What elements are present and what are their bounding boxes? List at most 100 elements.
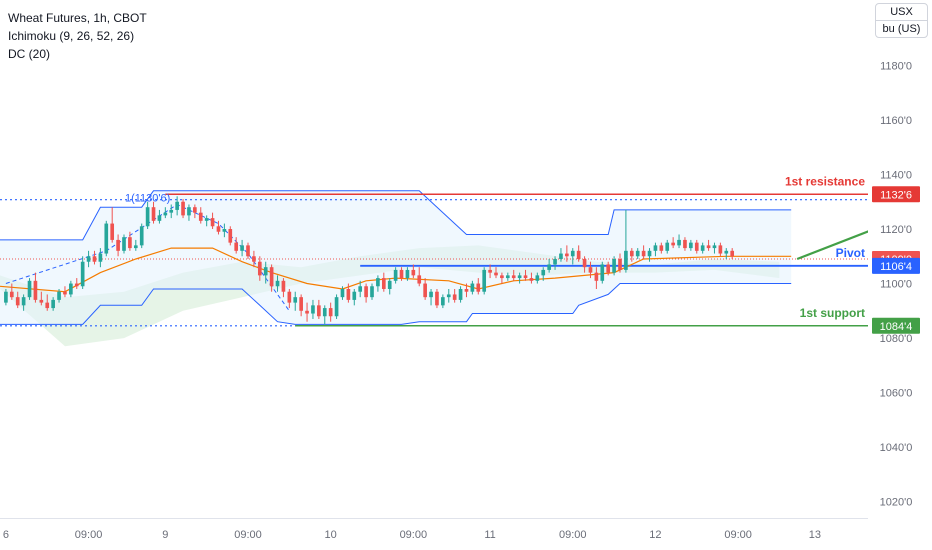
candle-body: [452, 294, 457, 300]
candle-body: [364, 286, 368, 298]
candle: [565, 245, 569, 262]
candle-body: [641, 250, 646, 257]
candle-body: [210, 218, 215, 227]
time-axis-bg: [0, 518, 932, 550]
candle-body: [151, 207, 156, 221]
candle-body: [340, 288, 345, 298]
price-axis[interactable]: 1200'01180'01160'01140'01120'01100'01080…: [868, 0, 932, 550]
price-tick-label: 1080'0: [880, 333, 913, 345]
candle: [305, 302, 309, 322]
candle-body: [4, 291, 8, 303]
candle-body: [133, 245, 138, 249]
candle: [9, 283, 14, 300]
time-axis[interactable]: 6 09:00 9 09:00 10 09:00 11 09:00 12 09:00 13: [0, 518, 932, 550]
candle-body: [169, 209, 174, 213]
candle: [340, 286, 345, 300]
price-tick-label: 1180'0: [880, 60, 912, 72]
candle: [647, 248, 652, 262]
candle: [523, 269, 528, 281]
candle-body: [653, 245, 658, 251]
time-tick-label: 09:00: [400, 529, 428, 541]
candle-body: [677, 239, 681, 246]
price-tag-label: 1084'4: [880, 321, 913, 333]
candle: [612, 256, 616, 276]
price-tick-label: 1140'0: [880, 169, 912, 181]
candle: [39, 291, 44, 306]
time-tick-label: 09:00: [724, 529, 752, 541]
symbol-title[interactable]: Wheat Futures, 1h, CBOT: [8, 11, 147, 25]
candle-body: [712, 245, 717, 249]
candle-body: [252, 256, 256, 262]
candle-body: [9, 291, 14, 298]
candle: [381, 272, 386, 292]
candle: [547, 259, 551, 273]
candle: [435, 288, 439, 309]
candle-body: [145, 207, 150, 227]
candle: [641, 245, 646, 259]
candle: [659, 242, 664, 254]
unit-selector[interactable]: USX bu (US): [875, 3, 928, 38]
candle: [482, 267, 487, 295]
candle-body: [139, 226, 144, 246]
candle: [299, 294, 303, 317]
candle: [133, 239, 138, 251]
candle-body: [423, 283, 427, 298]
candle: [222, 223, 227, 238]
candle: [694, 239, 699, 254]
candle-body: [700, 245, 705, 251]
candle-body: [317, 305, 321, 317]
candle-body: [234, 242, 239, 251]
candle: [712, 242, 717, 254]
candle: [411, 264, 416, 279]
candle: [204, 215, 209, 227]
candle-body: [393, 269, 398, 281]
indicator-ichimoku[interactable]: Ichimoku (9, 26, 52, 26): [8, 29, 135, 43]
candle-body: [500, 275, 504, 279]
candle: [653, 242, 658, 257]
candle: [629, 248, 634, 262]
candle: [352, 288, 357, 306]
candle: [128, 231, 132, 251]
candle: [683, 237, 687, 251]
candle-body: [246, 245, 250, 257]
price-tag-label: 1132'6: [880, 189, 912, 201]
candle-body: [222, 229, 227, 232]
candle-body: [435, 291, 439, 306]
price-axis-bg: [868, 0, 932, 550]
candle-body: [51, 299, 55, 309]
candle: [4, 288, 8, 306]
candle-body: [523, 275, 528, 279]
candle-body: [470, 283, 475, 292]
candle-body: [110, 223, 115, 240]
candle: [600, 261, 605, 284]
candle-body: [718, 245, 723, 254]
candle-body: [417, 275, 422, 284]
candle: [724, 248, 729, 259]
candle: [346, 283, 351, 303]
candle-body: [694, 242, 699, 251]
candle: [122, 234, 126, 254]
candle-body: [240, 245, 244, 251]
candle-body: [665, 242, 670, 251]
candle: [358, 280, 363, 298]
indicator-donchian[interactable]: DC (20): [8, 47, 51, 61]
candle: [387, 278, 392, 295]
time-tick-label: 13: [809, 529, 821, 541]
candle: [287, 288, 292, 309]
candle: [145, 201, 150, 230]
donchian-fill: [0, 190, 792, 325]
candle-body: [600, 264, 605, 281]
candle-body: [216, 226, 221, 232]
candle-body: [405, 269, 410, 279]
candle-body: [33, 280, 38, 300]
candle-body: [464, 288, 469, 292]
candle-body: [594, 272, 599, 281]
candle-body: [517, 275, 522, 279]
candle: [541, 267, 546, 281]
candle-body: [358, 286, 363, 292]
candle-body: [647, 250, 652, 257]
candle: [163, 207, 168, 219]
candle: [700, 242, 705, 254]
candle-body: [618, 259, 622, 270]
